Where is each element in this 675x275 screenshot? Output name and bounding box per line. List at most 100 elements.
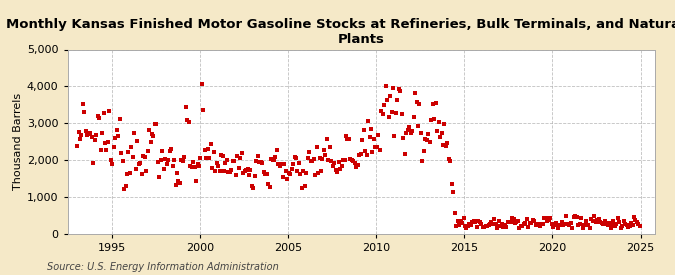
Point xyxy=(311,145,322,149)
Point xyxy=(407,128,418,133)
Point xyxy=(79,110,90,114)
Point xyxy=(213,164,223,169)
Point xyxy=(573,223,584,227)
Point xyxy=(557,220,568,224)
Point xyxy=(383,114,394,119)
Point xyxy=(95,148,106,153)
Point xyxy=(518,221,529,226)
Point xyxy=(612,216,623,221)
Point xyxy=(628,214,639,219)
Point xyxy=(391,111,402,115)
Point xyxy=(242,167,253,172)
Point xyxy=(582,222,593,227)
Point xyxy=(246,184,257,188)
Point xyxy=(276,161,287,166)
Point xyxy=(207,166,217,171)
Point xyxy=(86,135,97,139)
Point xyxy=(504,220,514,224)
Point xyxy=(192,161,203,166)
Point xyxy=(537,222,548,227)
Point xyxy=(236,151,247,155)
Point xyxy=(160,157,171,162)
Point xyxy=(167,164,178,168)
Point xyxy=(107,161,117,166)
Point xyxy=(209,149,219,154)
Point xyxy=(229,159,240,163)
Point xyxy=(471,225,482,229)
Point xyxy=(234,166,244,170)
Point xyxy=(464,222,475,227)
Point xyxy=(405,131,416,136)
Point xyxy=(367,150,378,154)
Point xyxy=(275,164,286,168)
Point xyxy=(256,161,267,165)
Point xyxy=(558,223,569,227)
Point xyxy=(467,220,478,225)
Point xyxy=(592,217,603,222)
Point xyxy=(239,169,250,174)
Point xyxy=(325,145,335,149)
Point xyxy=(330,168,341,172)
Point xyxy=(125,171,136,175)
Point xyxy=(123,150,134,155)
Point xyxy=(508,216,519,221)
Point xyxy=(151,122,162,126)
Point xyxy=(227,159,238,163)
Point xyxy=(201,155,212,160)
Point xyxy=(539,215,549,220)
Point xyxy=(178,159,188,163)
Point xyxy=(254,160,265,164)
Point xyxy=(536,222,547,226)
Point xyxy=(101,148,112,152)
Point xyxy=(271,148,282,153)
Point xyxy=(186,164,197,169)
Point xyxy=(475,220,485,224)
Point xyxy=(82,133,92,137)
Point xyxy=(427,101,438,106)
Point xyxy=(342,136,353,141)
Point xyxy=(624,223,635,228)
Point xyxy=(360,149,371,153)
Point xyxy=(364,135,375,140)
Point xyxy=(527,218,538,222)
Point xyxy=(281,177,292,181)
Point xyxy=(252,154,263,158)
Point xyxy=(517,224,528,228)
Point xyxy=(140,169,151,173)
Point xyxy=(445,158,456,163)
Point xyxy=(461,225,472,230)
Point xyxy=(587,219,598,223)
Point xyxy=(214,168,225,173)
Point xyxy=(567,226,578,230)
Point xyxy=(345,157,356,161)
Point xyxy=(495,224,506,229)
Point xyxy=(138,154,148,158)
Point xyxy=(605,226,616,230)
Point xyxy=(289,155,300,159)
Point xyxy=(535,224,545,229)
Point xyxy=(621,223,632,227)
Point xyxy=(627,223,638,227)
Point xyxy=(460,224,470,229)
Point xyxy=(530,222,541,227)
Point xyxy=(554,223,564,227)
Point xyxy=(599,219,610,223)
Point xyxy=(354,153,364,157)
Point xyxy=(552,226,563,231)
Point xyxy=(591,220,601,224)
Point xyxy=(285,172,296,176)
Point xyxy=(241,168,252,173)
Point xyxy=(348,159,358,163)
Point xyxy=(601,221,612,226)
Point xyxy=(230,173,241,178)
Point xyxy=(169,158,180,163)
Point xyxy=(161,162,172,166)
Point xyxy=(543,218,554,222)
Point xyxy=(84,132,95,137)
Point xyxy=(279,162,290,166)
Point xyxy=(305,159,316,163)
Point xyxy=(441,144,452,148)
Point xyxy=(264,185,275,189)
Point xyxy=(442,141,453,145)
Point xyxy=(571,214,582,219)
